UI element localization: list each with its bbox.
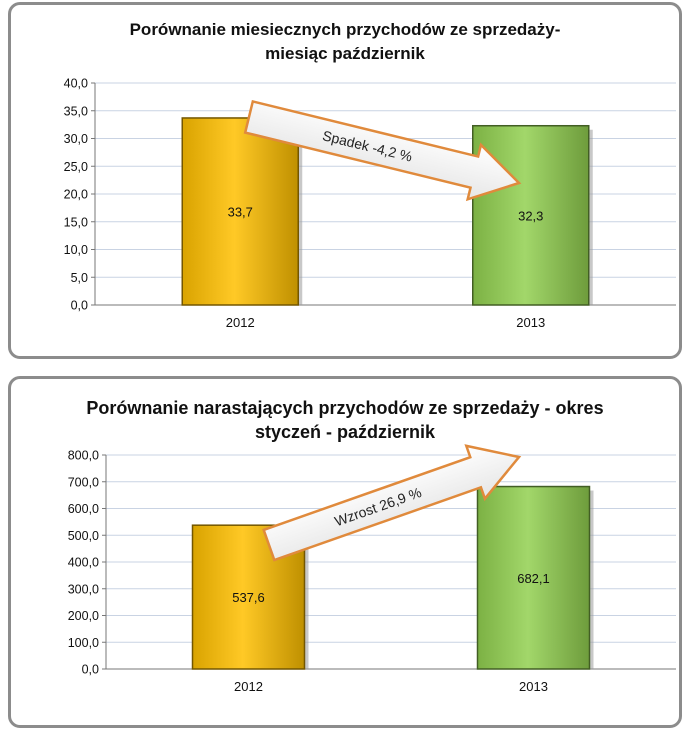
chart-title-line-2: styczeń - październik — [254, 422, 436, 442]
y-tick-label: 0,0 — [71, 299, 88, 313]
data-label: 32,3 — [518, 208, 543, 223]
chart-title: Porównanie miesiecznych przychodów ze sp… — [11, 18, 679, 66]
y-tick-label: 40,0 — [64, 77, 88, 91]
y-tick-label: 700,0 — [68, 475, 99, 489]
y-tick-label: 300,0 — [68, 582, 99, 596]
y-tick-label: 400,0 — [68, 556, 99, 570]
x-tick-label: 2013 — [516, 315, 545, 330]
chart-monthly: 0,0 5,0 10,0 15,0 20,0 25,0 30,0 35,0 40,0 33,7 20… — [64, 77, 676, 330]
y-tick-label: 30,0 — [64, 132, 88, 146]
arrow-shape — [262, 444, 522, 562]
y-tick-label: 200,0 — [68, 609, 99, 623]
x-tick-label: 2012 — [234, 679, 263, 694]
x-tick-label: 2013 — [519, 679, 548, 694]
chart-panel-monthly: Porównanie miesiecznych przychodów ze sp… — [8, 2, 682, 359]
arrow-shape — [243, 99, 522, 202]
y-tick-label: 35,0 — [64, 104, 88, 118]
chart-title: Porównanie narastających przychodów ze s… — [11, 396, 679, 444]
chart-title-line-1: Porównanie narastających przychodów ze s… — [86, 398, 604, 418]
bar-2013 — [476, 485, 591, 670]
data-label: 682,1 — [517, 571, 550, 586]
y-tick-label: 25,0 — [64, 160, 88, 174]
y-tick-label: 15,0 — [64, 215, 88, 229]
chart-cumulative: 0,0 100,0 200,0 300,0 400,0 500,0 600,0 700,0 80… — [68, 444, 676, 694]
y-tick-label: 500,0 — [68, 529, 99, 543]
y-tick-label: 0,0 — [82, 663, 99, 677]
y-tick-label: 800,0 — [68, 449, 99, 463]
bar-2012 — [181, 117, 299, 306]
data-label: 33,7 — [228, 204, 253, 219]
y-tick-label: 600,0 — [68, 502, 99, 516]
chart-panel-cumulative: Porównanie narastających przychodów ze s… — [8, 376, 682, 728]
y-tick-label: 100,0 — [68, 636, 99, 650]
chart-title-line-1: Porównanie miesiecznych przychodów ze sp… — [129, 20, 561, 39]
data-label: 537,6 — [232, 590, 265, 605]
y-tick-label: 10,0 — [64, 243, 88, 257]
y-tick-label: 5,0 — [71, 271, 88, 285]
y-tick-label: 20,0 — [64, 188, 88, 202]
x-tick-label: 2012 — [226, 315, 255, 330]
chart-title-line-2: miesiąc październik — [265, 44, 425, 63]
